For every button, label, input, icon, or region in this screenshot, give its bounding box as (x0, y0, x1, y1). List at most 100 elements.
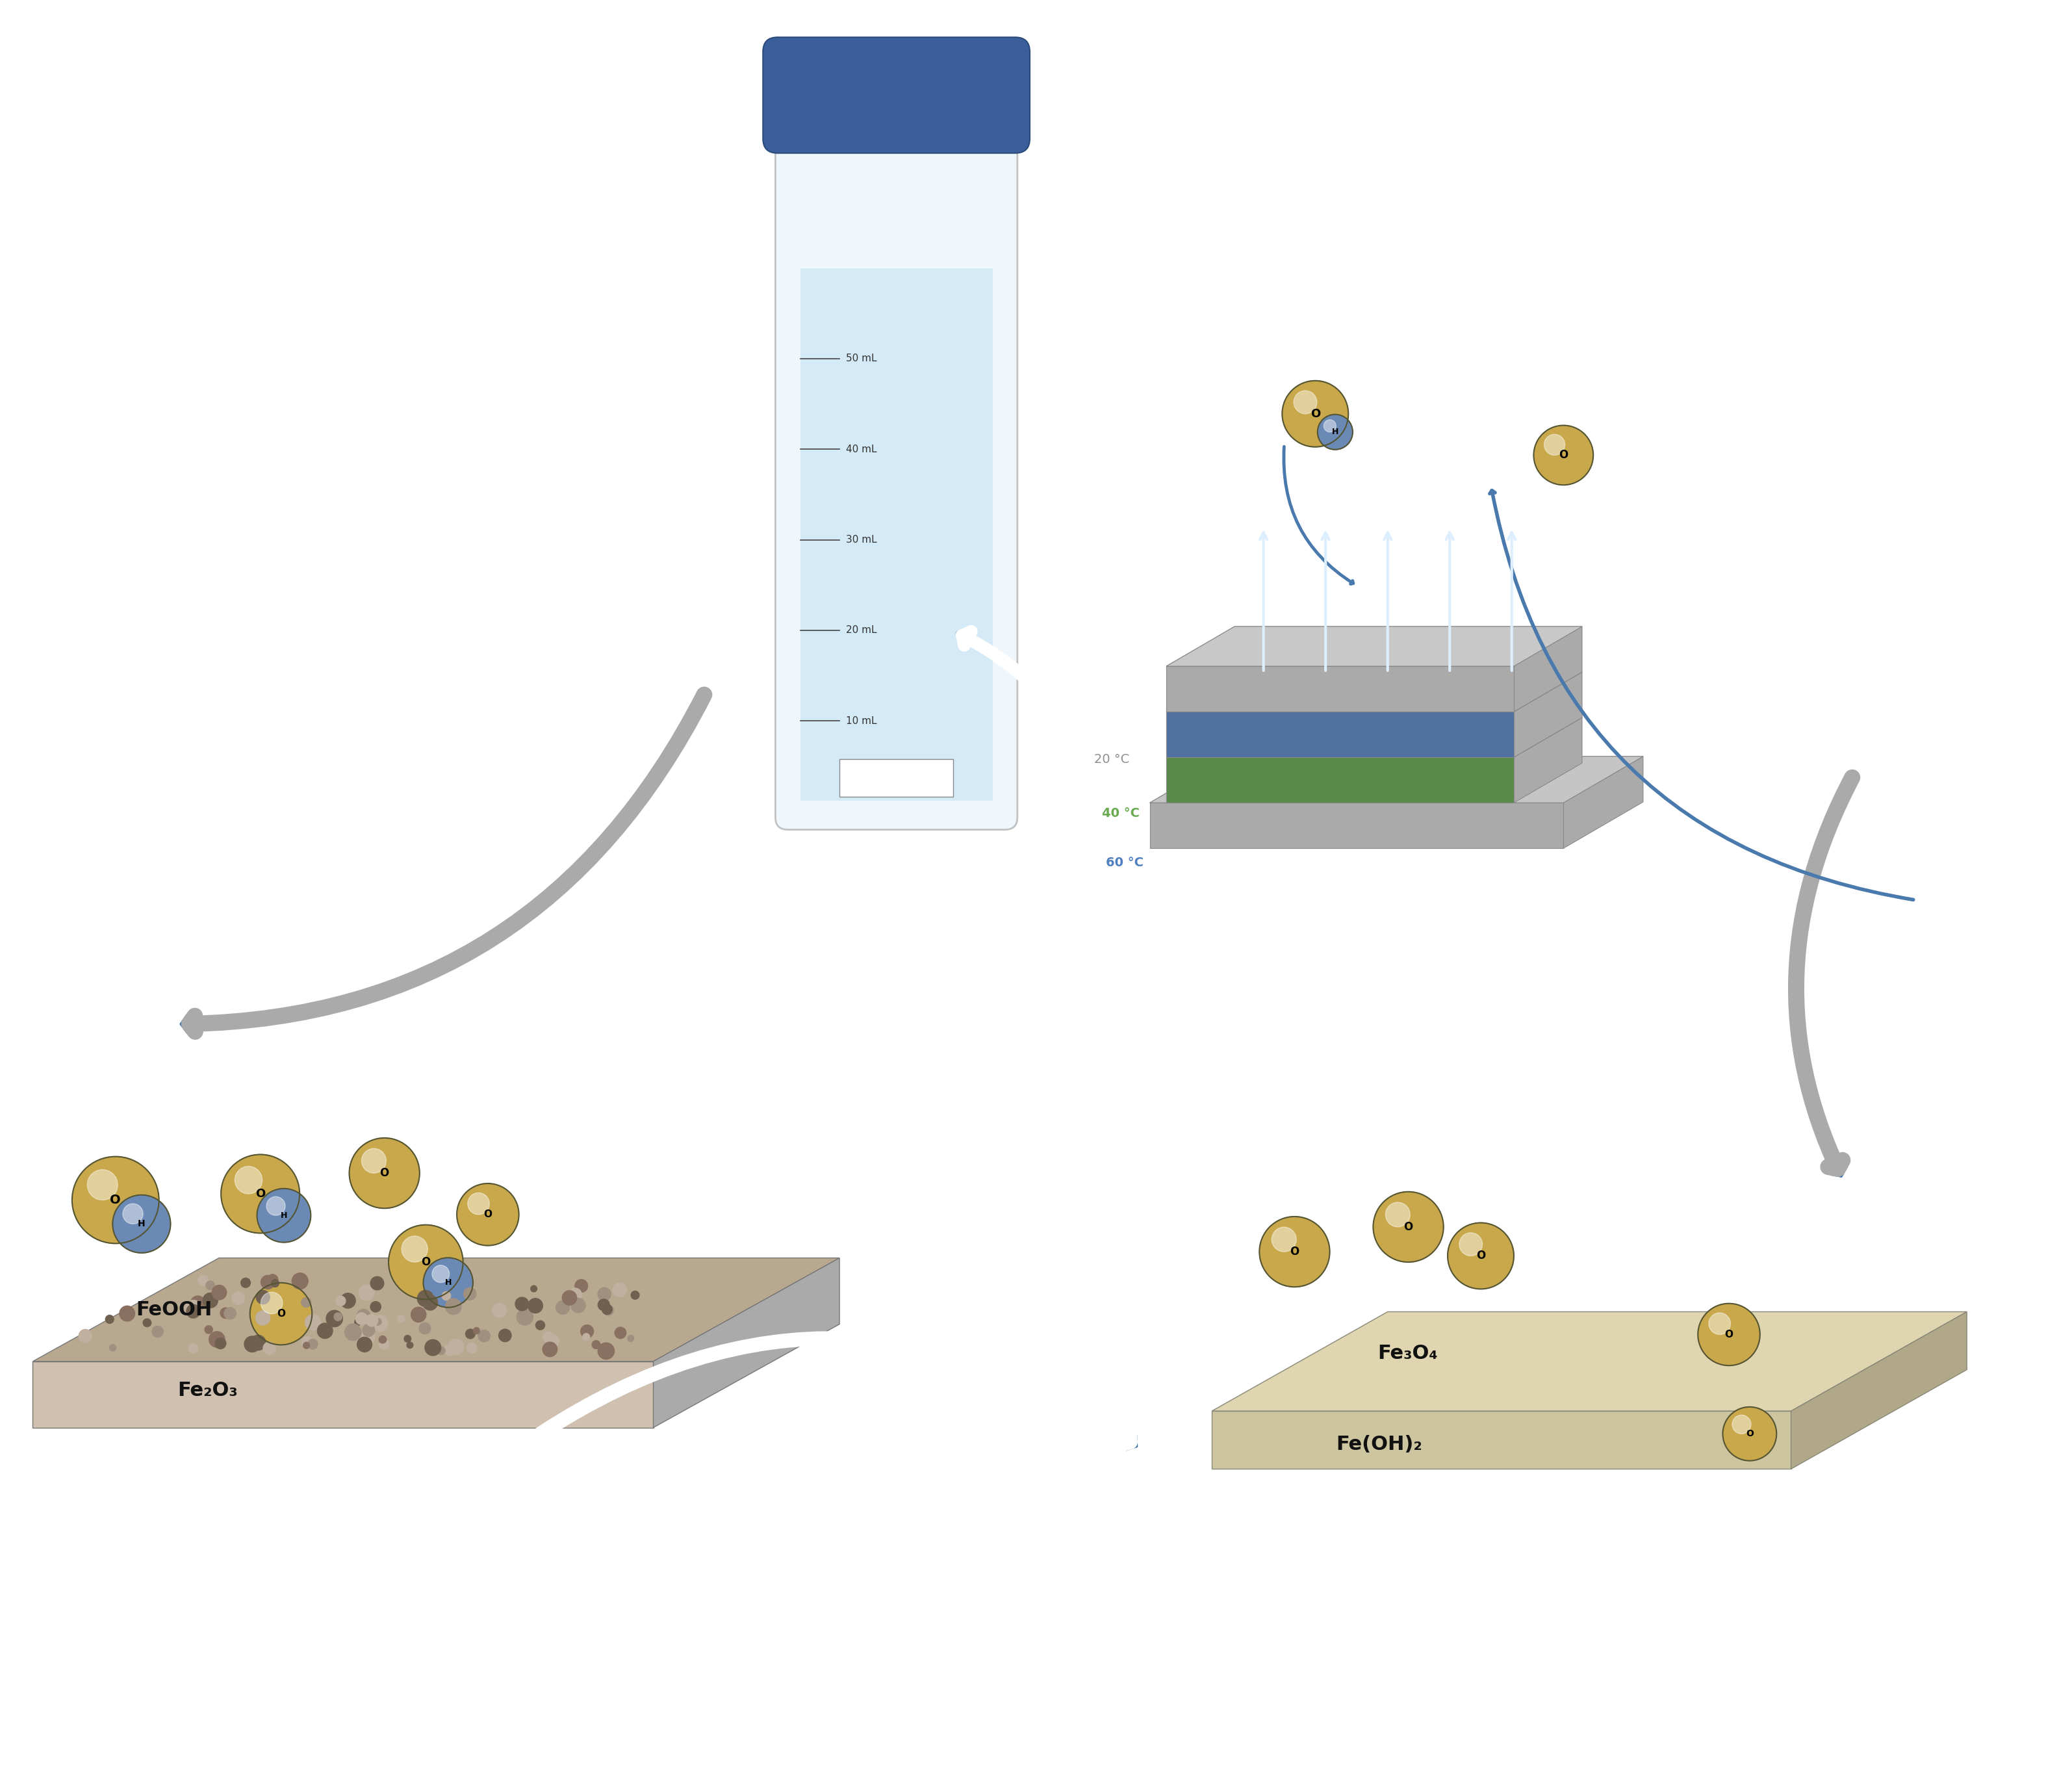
Circle shape (303, 1337, 313, 1348)
Circle shape (516, 1309, 533, 1325)
Text: O: O (483, 1210, 491, 1219)
Circle shape (267, 1274, 278, 1286)
Polygon shape (1564, 757, 1643, 849)
Circle shape (251, 1283, 313, 1344)
Circle shape (361, 1148, 385, 1173)
FancyBboxPatch shape (762, 37, 1030, 154)
Circle shape (367, 1314, 377, 1327)
Circle shape (1260, 1217, 1330, 1286)
Circle shape (613, 1283, 626, 1297)
Bar (839, 759, 953, 796)
Circle shape (402, 1237, 427, 1261)
Circle shape (416, 1290, 433, 1307)
Circle shape (336, 1297, 346, 1306)
Polygon shape (33, 1258, 839, 1362)
Text: O: O (1724, 1330, 1732, 1339)
Circle shape (325, 1311, 342, 1327)
Circle shape (499, 1329, 512, 1341)
Circle shape (271, 1279, 280, 1288)
Circle shape (404, 1336, 410, 1343)
Circle shape (263, 1343, 276, 1355)
Polygon shape (1212, 1313, 1966, 1412)
Circle shape (410, 1307, 427, 1321)
Circle shape (261, 1291, 282, 1314)
Circle shape (437, 1346, 445, 1355)
Text: Fe₃O₄: Fe₃O₄ (1378, 1344, 1438, 1362)
Circle shape (73, 1157, 160, 1244)
Polygon shape (1150, 803, 1564, 849)
Circle shape (545, 1334, 559, 1348)
Circle shape (222, 1155, 300, 1233)
Circle shape (1283, 380, 1349, 448)
Circle shape (358, 1329, 375, 1344)
Circle shape (209, 1332, 226, 1348)
Text: Fe₂O₃: Fe₂O₃ (178, 1382, 238, 1399)
Circle shape (555, 1300, 570, 1314)
Text: FeOOH: FeOOH (137, 1300, 213, 1320)
Circle shape (267, 1196, 286, 1215)
Text: H: H (280, 1212, 288, 1219)
Circle shape (356, 1337, 373, 1352)
Circle shape (244, 1336, 261, 1352)
Text: 10 mL: 10 mL (845, 716, 876, 725)
Polygon shape (1515, 718, 1583, 803)
Text: H: H (445, 1279, 452, 1286)
FancyArrowPatch shape (957, 628, 1088, 899)
Circle shape (628, 1336, 634, 1341)
FancyArrowPatch shape (1796, 777, 1852, 1176)
Circle shape (516, 1297, 528, 1311)
Circle shape (537, 1321, 545, 1330)
Text: O: O (421, 1256, 431, 1268)
Circle shape (423, 1295, 437, 1311)
Text: O: O (1310, 409, 1320, 419)
Circle shape (431, 1265, 450, 1283)
Circle shape (562, 1291, 576, 1306)
Circle shape (240, 1277, 251, 1288)
Circle shape (1533, 425, 1593, 485)
Circle shape (599, 1343, 615, 1359)
Circle shape (479, 1330, 491, 1343)
Text: H: H (139, 1219, 145, 1228)
Circle shape (580, 1325, 593, 1337)
Circle shape (570, 1288, 582, 1300)
FancyBboxPatch shape (775, 122, 1017, 830)
Circle shape (371, 1277, 383, 1290)
Circle shape (292, 1274, 309, 1290)
Circle shape (1318, 414, 1353, 449)
Polygon shape (1167, 718, 1583, 757)
Text: O: O (1747, 1429, 1753, 1438)
Circle shape (375, 1318, 381, 1325)
Circle shape (1374, 1192, 1444, 1261)
Circle shape (261, 1275, 276, 1290)
FancyArrowPatch shape (1796, 777, 1852, 1169)
Circle shape (211, 1284, 226, 1300)
Polygon shape (1150, 757, 1643, 803)
Circle shape (371, 1314, 387, 1332)
Circle shape (143, 1318, 151, 1327)
Circle shape (419, 1323, 431, 1334)
Circle shape (398, 1314, 404, 1323)
Circle shape (1697, 1304, 1759, 1366)
Circle shape (309, 1339, 317, 1350)
Circle shape (1732, 1415, 1751, 1435)
Circle shape (305, 1314, 321, 1330)
Circle shape (344, 1323, 361, 1341)
Circle shape (464, 1288, 477, 1300)
Text: O: O (1475, 1251, 1486, 1261)
Polygon shape (1167, 672, 1583, 711)
Circle shape (379, 1339, 390, 1350)
Circle shape (1272, 1228, 1297, 1252)
Circle shape (603, 1306, 613, 1316)
Text: O: O (1558, 449, 1569, 462)
Circle shape (443, 1344, 456, 1355)
Text: 40 °C: 40 °C (1102, 807, 1140, 819)
Polygon shape (1167, 757, 1515, 803)
Text: O: O (1403, 1221, 1413, 1233)
Circle shape (456, 1183, 518, 1245)
Circle shape (232, 1291, 244, 1304)
Circle shape (574, 1279, 588, 1291)
FancyArrowPatch shape (961, 632, 1088, 899)
Circle shape (255, 1311, 269, 1325)
Circle shape (615, 1327, 626, 1339)
Circle shape (572, 1298, 586, 1313)
